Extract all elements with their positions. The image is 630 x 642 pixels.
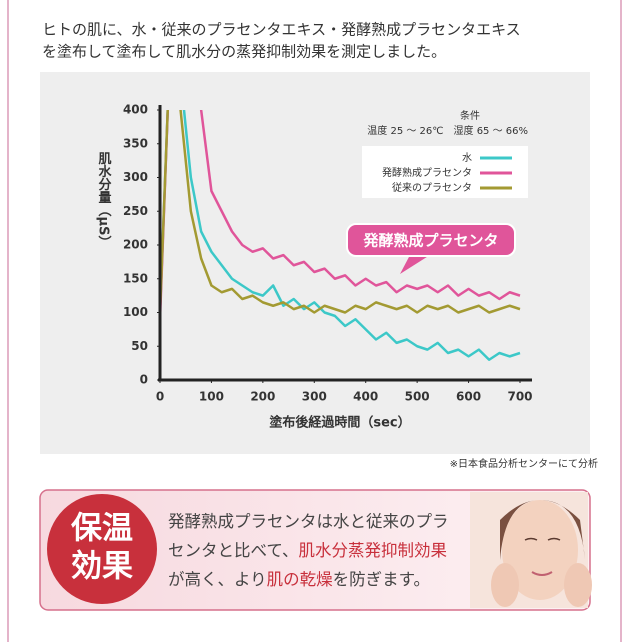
y-tick-label: 150 [123, 271, 148, 285]
summary-line: が高く、より肌の乾燥を防ぎます。 [168, 570, 430, 589]
face-photo [470, 492, 592, 608]
legend-label: 発酵熟成プラセンタ [382, 166, 472, 179]
legend-label: 水 [462, 152, 472, 164]
y-tick-label: 350 [123, 136, 148, 150]
y-axis-label: 肌水分量（μS） [96, 152, 113, 249]
plot-lines [160, 110, 521, 361]
x-axis-label: 塗布後経過時間（sec） [269, 415, 410, 431]
summary-text: センタと比べて、 [168, 541, 299, 560]
summary-text: を防ぎます。 [333, 570, 430, 589]
summary-line: センタと比べて、肌水分蒸発抑制効果 [168, 541, 447, 560]
badge-text: 保温 [71, 511, 133, 547]
callout-box [346, 223, 516, 257]
series-line [160, 110, 521, 320]
legend-label: 従来のプラセンタ [392, 181, 472, 194]
x-tick-label: 600 [456, 390, 481, 404]
conditions: 温度 25 〜 26℃ 湿度 65 〜 66% [367, 124, 528, 137]
callout-pointer [400, 255, 430, 274]
callout-text: 発酵熟成プラセンタ [362, 232, 498, 250]
badge-text: 効果 [71, 549, 133, 585]
footnote: ※日本食品分析センターにて分析 [450, 457, 598, 470]
x-tick-label: 700 [507, 390, 532, 404]
summary-line: 発酵熟成プラセンタは水と従来のプラ [168, 512, 449, 531]
y-tick-label: 100 [123, 305, 148, 319]
chart-panel [40, 72, 590, 454]
x-tick-label: 500 [405, 390, 430, 404]
summary-text: が高く、より [168, 570, 267, 589]
y-tick-label: 200 [123, 238, 148, 252]
series-line [160, 110, 521, 361]
intro-line: ヒトの肌に、水・従来のプラセンタエキス・発酵熟成プラセンタエキス [42, 21, 521, 39]
x-tick-label: 400 [353, 390, 378, 404]
y-tick-label: 300 [123, 170, 148, 184]
intro-line: を塗布して塗布して肌水分の蒸発抑制効果を測定しました。 [42, 43, 446, 61]
y-tick-label: 400 [123, 103, 148, 117]
summary-highlight: 肌の乾燥 [267, 570, 334, 589]
y-tick-label: 50 [131, 339, 148, 353]
summary-highlight: 肌水分蒸発抑制効果 [299, 541, 448, 560]
summary-text: 発酵熟成プラセンタは水と従来のプラ [168, 512, 449, 531]
y-tick-label: 0 [140, 373, 148, 387]
x-tick-label: 0 [156, 390, 164, 404]
y-tick-label: 250 [123, 204, 148, 218]
x-tick-label: 100 [199, 390, 224, 404]
x-tick-label: 300 [302, 390, 327, 404]
series-line [160, 110, 521, 314]
conditions-title: 条件 [460, 109, 480, 122]
badge [47, 494, 157, 604]
x-tick-label: 200 [250, 390, 275, 404]
summary-box [39, 489, 591, 611]
